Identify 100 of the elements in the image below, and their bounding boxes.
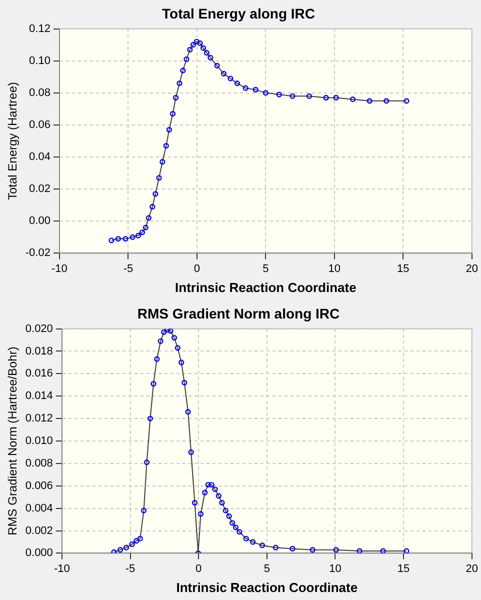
point	[166, 126, 172, 133]
point	[187, 46, 193, 52]
x-tick-label: 10	[328, 262, 341, 275]
point	[182, 380, 188, 386]
y-tick-label: 0.010	[25, 435, 53, 448]
x-tick-label: -5	[125, 562, 136, 575]
point	[208, 54, 214, 60]
point	[140, 508, 147, 514]
point	[222, 508, 228, 514]
point	[333, 94, 339, 101]
x-tick-label: 20	[466, 562, 478, 575]
y-tick-label: 0.012	[25, 412, 53, 425]
point	[184, 56, 190, 62]
point	[171, 334, 178, 341]
point	[163, 143, 169, 149]
point	[172, 94, 179, 101]
point	[123, 544, 130, 550]
point	[380, 548, 386, 554]
y-tick-label: 0.004	[25, 502, 53, 514]
point	[150, 204, 156, 210]
point	[200, 45, 206, 51]
x-tick-label: 0	[194, 262, 200, 275]
point	[176, 80, 182, 86]
point	[139, 230, 146, 236]
point	[156, 175, 162, 181]
point	[306, 93, 312, 99]
point	[197, 40, 203, 46]
x-tick-label: 5	[262, 262, 269, 275]
chart-title: RMS Gradient Norm along IRC	[137, 305, 340, 322]
y-axis-title: Total Energy (Hartree)	[6, 82, 20, 200]
point	[384, 98, 390, 104]
point	[205, 482, 211, 488]
y-tick-label: 0.016	[25, 368, 53, 380]
point	[168, 328, 174, 334]
y-tick-label: 0.06	[29, 119, 50, 132]
x-tick-label: -10	[52, 262, 68, 275]
point	[180, 68, 186, 74]
point	[134, 538, 140, 544]
x-tick-label: 20	[466, 262, 478, 275]
point	[202, 490, 208, 496]
point	[214, 62, 220, 68]
point	[174, 345, 180, 351]
y-tick-label: 0.08	[29, 86, 50, 99]
x-tick-label: -10	[54, 562, 70, 575]
point	[204, 50, 210, 56]
point	[108, 238, 114, 244]
point	[262, 90, 268, 96]
point	[170, 110, 176, 117]
point	[150, 380, 156, 387]
point	[230, 520, 236, 526]
y-tick-label: 0.00	[29, 215, 50, 228]
point	[185, 409, 191, 415]
point	[228, 76, 234, 82]
point	[135, 232, 142, 238]
point	[236, 529, 242, 535]
y-tick-label: 0.02	[29, 183, 50, 196]
point	[216, 493, 222, 499]
y-tick-label: 0.12	[29, 22, 50, 35]
x-tick-label: 0	[196, 562, 202, 575]
y-tick-label: 0.020	[25, 322, 53, 335]
point	[208, 482, 214, 488]
point	[404, 548, 410, 554]
x-tick-label: 15	[397, 262, 410, 275]
point	[161, 329, 167, 335]
point	[310, 547, 316, 553]
point	[252, 86, 258, 93]
y-tick-label: 0.006	[25, 480, 53, 492]
point	[115, 236, 121, 242]
point	[158, 338, 164, 344]
x-tick-label: -5	[123, 262, 134, 275]
y-tick-label: 0.008	[25, 457, 53, 470]
y-tick-label: 0.04	[29, 151, 50, 164]
point	[137, 536, 143, 542]
point	[129, 541, 135, 548]
x-axis-title: Intrinsic Reaction Coordinate	[175, 280, 356, 295]
y-tick-label: 0.000	[25, 547, 53, 560]
point	[130, 234, 136, 240]
point	[232, 524, 239, 530]
point	[117, 547, 124, 553]
point	[243, 536, 249, 542]
point	[226, 513, 232, 519]
point	[212, 486, 218, 492]
y-tick-label: 0.014	[25, 390, 53, 402]
point	[290, 546, 296, 552]
point	[152, 191, 158, 197]
point	[366, 98, 372, 104]
point	[198, 511, 204, 517]
point	[250, 539, 256, 545]
point	[350, 96, 356, 102]
point	[404, 98, 410, 104]
point	[142, 224, 148, 230]
y-tick-label: -0.02	[25, 247, 50, 260]
point	[178, 360, 184, 366]
point	[234, 80, 240, 86]
x-tick-label: 10	[329, 562, 342, 575]
x-tick-label: 15	[397, 562, 410, 575]
point	[290, 93, 296, 99]
point	[160, 159, 166, 165]
point	[122, 236, 128, 242]
y-axis-title: RMS Gradient Norm (Hartree/Bohr)	[6, 346, 20, 536]
